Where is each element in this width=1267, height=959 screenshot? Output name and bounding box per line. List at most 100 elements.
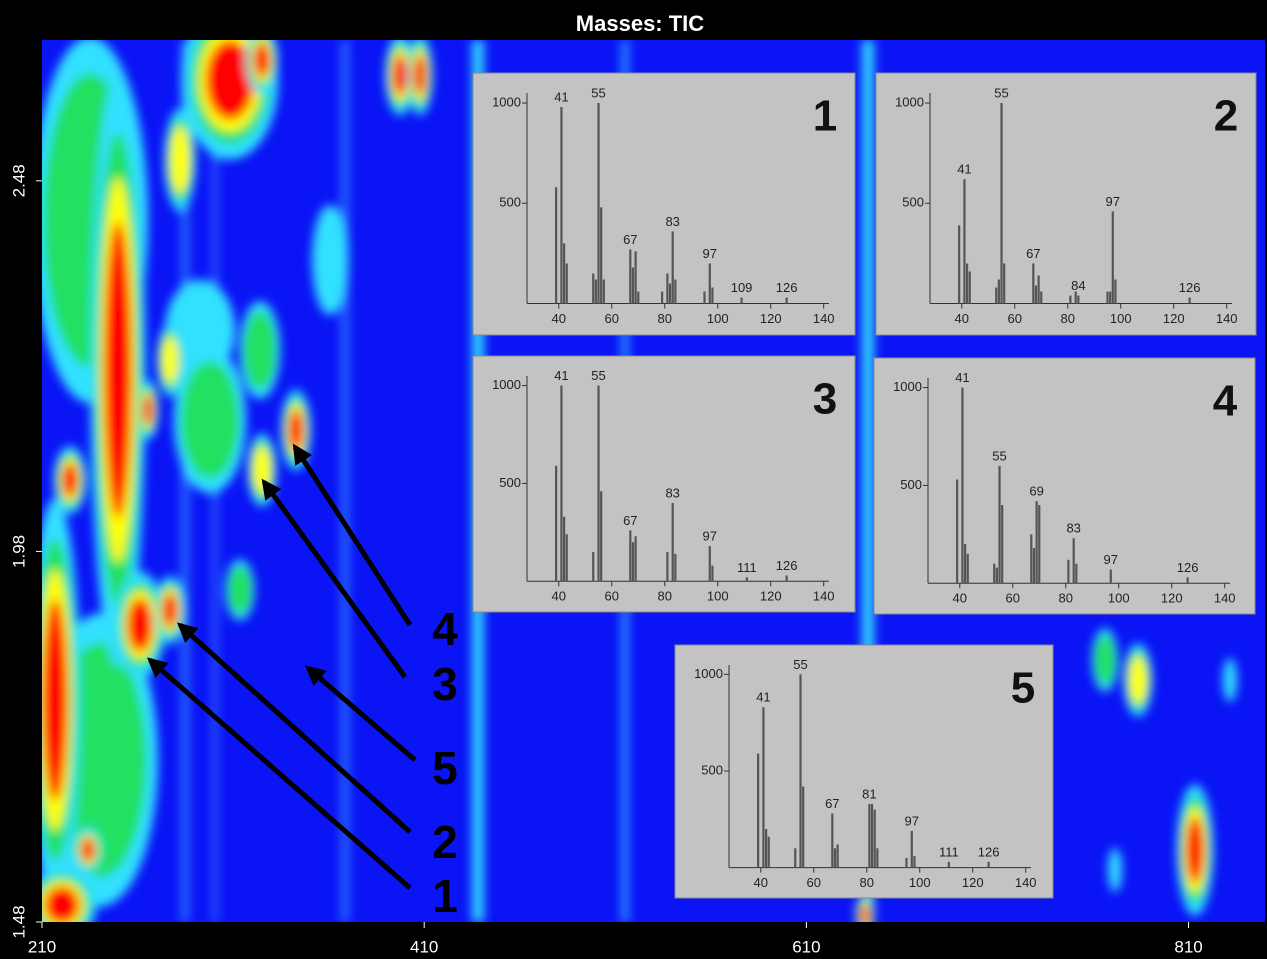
- blob: [414, 55, 427, 95]
- x-tick-label: 80: [1061, 311, 1075, 326]
- blob: [312, 205, 348, 315]
- x-tick-label: 60: [1008, 311, 1022, 326]
- x-tick-label: 100: [1110, 311, 1132, 326]
- y-tick-label: 1.48: [9, 905, 28, 938]
- x-tick-label: 210: [28, 937, 56, 956]
- blob: [860, 904, 869, 925]
- inset-background: [876, 73, 1256, 335]
- x-tick-label: 60: [605, 589, 619, 604]
- peak-label: 55: [793, 657, 807, 672]
- peak-label: 67: [623, 513, 637, 528]
- streak: [341, 40, 349, 922]
- x-tick-label: 40: [552, 589, 566, 604]
- peak-label: 97: [905, 813, 919, 828]
- x-tick-label: 140: [1214, 591, 1236, 606]
- y-tick-label: 1000: [492, 377, 521, 392]
- x-tick-label: 40: [953, 591, 967, 606]
- x-tick-label: 140: [813, 589, 835, 604]
- x-tick-label: 80: [658, 589, 672, 604]
- blob: [163, 593, 178, 627]
- chart: Masses: TIC 43521 5001000406080100120140…: [0, 0, 1267, 959]
- arrow-label: 4: [432, 603, 458, 655]
- x-tick-label: 100: [707, 589, 729, 604]
- peak-label: 111: [737, 560, 757, 575]
- blob: [127, 599, 152, 652]
- x-tick-label: 80: [658, 311, 672, 326]
- peak-label: 83: [665, 214, 679, 229]
- peak-label: 55: [591, 85, 605, 100]
- x-tick-label: 610: [792, 937, 820, 956]
- arrow-label: 3: [432, 658, 458, 710]
- x-tick-label: 140: [1015, 875, 1037, 890]
- x-tick-label: 100: [1108, 591, 1130, 606]
- blob: [104, 222, 132, 519]
- x-tick-label: 60: [807, 875, 821, 890]
- y-tick-label: 500: [902, 195, 924, 210]
- blob: [42, 599, 67, 800]
- x-tick-label: 100: [909, 875, 931, 890]
- blob: [1129, 656, 1148, 703]
- x-tick-label: 140: [813, 311, 835, 326]
- blob: [1223, 658, 1237, 702]
- inset-label: 5: [1011, 664, 1035, 713]
- peak-label: 55: [591, 368, 605, 383]
- blob: [170, 127, 190, 194]
- peak-label: 111: [939, 844, 959, 859]
- inset-label: 1: [813, 92, 837, 141]
- peak-label: 97: [1106, 194, 1120, 209]
- peak-label: 97: [1104, 552, 1118, 567]
- x-tick-label: 80: [860, 875, 874, 890]
- blob: [1186, 817, 1204, 883]
- peak-label: 41: [554, 368, 568, 383]
- x-tick-label: 40: [552, 311, 566, 326]
- x-tick-label: 60: [605, 311, 619, 326]
- y-tick-label: 500: [900, 477, 922, 492]
- inset-background: [874, 358, 1255, 614]
- peak-label: 126: [1179, 280, 1201, 295]
- peak-label: 97: [703, 528, 717, 543]
- peak-label: 41: [957, 162, 971, 177]
- x-tick-label: 60: [1006, 591, 1020, 606]
- peak-label: 69: [1029, 484, 1043, 499]
- arrow-label: 1: [432, 870, 458, 922]
- blob: [1095, 635, 1116, 686]
- peak-label: 126: [1177, 560, 1199, 575]
- peak-label: 41: [756, 690, 770, 705]
- blob: [162, 336, 179, 383]
- arrow-label: 5: [432, 742, 458, 794]
- y-tick-label: 1000: [694, 666, 723, 681]
- peak-label: 81: [862, 786, 876, 801]
- blob: [244, 311, 276, 389]
- peak-label: 41: [955, 370, 969, 385]
- peak-label: 67: [1026, 246, 1040, 261]
- x-tick-label: 120: [1161, 591, 1183, 606]
- blob: [228, 566, 251, 615]
- peak-label: 126: [776, 558, 798, 573]
- peak-label: 55: [992, 448, 1006, 463]
- x-tick-label: 40: [955, 311, 969, 326]
- y-tick-label: 1000: [895, 94, 924, 109]
- x-tick-label: 120: [1163, 311, 1185, 326]
- inset-label: 4: [1213, 377, 1238, 426]
- inset-background: [675, 645, 1053, 898]
- peak-label: 83: [1066, 521, 1080, 536]
- y-tick-label: 1.98: [9, 535, 28, 568]
- inset-label: 2: [1214, 92, 1238, 141]
- blob: [45, 886, 80, 923]
- blob: [289, 410, 304, 450]
- x-tick-label: 120: [760, 589, 782, 604]
- inset-background: [473, 73, 855, 335]
- spectrum-inset: 500100040608010012014041556983971264: [874, 358, 1255, 614]
- x-tick-label: 810: [1174, 937, 1202, 956]
- blob: [181, 361, 239, 478]
- peak-label: 126: [978, 844, 1000, 859]
- y-tick-label: 1000: [893, 379, 922, 394]
- inset-background: [473, 356, 855, 612]
- peak-label: 109: [731, 280, 753, 295]
- y-tick-label: 1000: [492, 94, 521, 109]
- peak-label: 67: [825, 796, 839, 811]
- y-tick-label: 500: [701, 762, 723, 777]
- spectrum-inset: 500100040608010012014041556784971262: [876, 73, 1256, 335]
